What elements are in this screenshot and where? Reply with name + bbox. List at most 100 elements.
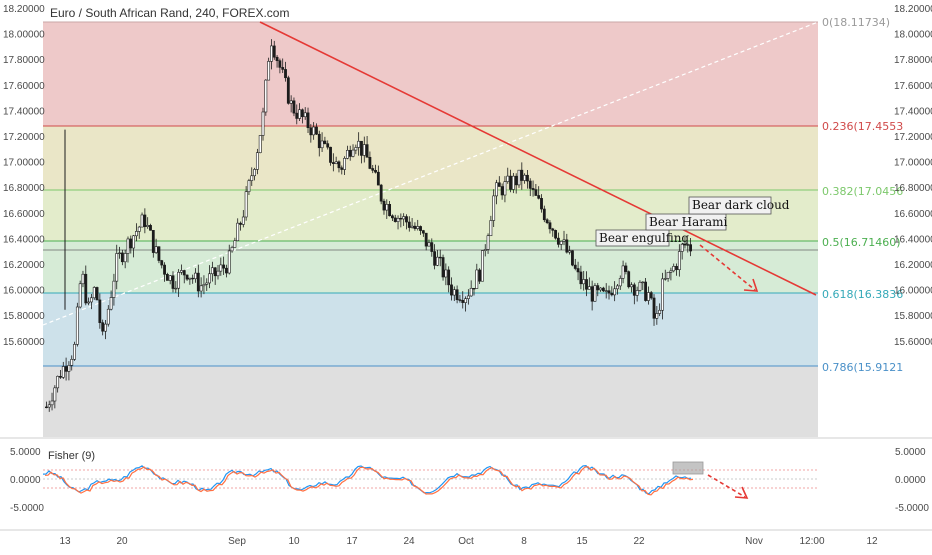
candle-body — [624, 265, 628, 272]
candle-body — [528, 180, 532, 189]
candle-body — [59, 375, 62, 378]
price-tick-left: 16.80000 — [3, 183, 45, 194]
candle-body — [205, 282, 209, 285]
candle-body — [416, 226, 420, 229]
annotation-bear-harami[interactable]: Bear Harami — [645, 213, 728, 231]
candle-body — [413, 225, 417, 229]
price-axis-right[interactable]: 18.20000 18.00000 17.80000 17.60000 17.40000… — [894, 4, 932, 348]
candle-body — [81, 273, 85, 285]
candle-body — [177, 271, 181, 289]
candle-body — [655, 313, 659, 319]
price-tick-right: 15.60000 — [894, 337, 932, 348]
price-tick-left: 17.60000 — [3, 81, 45, 92]
candle-body — [348, 150, 352, 157]
candle-body — [526, 174, 529, 182]
fisher-tick-left: 0.0000 — [10, 475, 41, 486]
fib-band-786-1 — [43, 366, 818, 437]
candle-body — [635, 290, 639, 296]
fisher-trigger-line — [44, 466, 694, 496]
candle-body — [517, 169, 521, 186]
candle-body — [154, 246, 158, 253]
candle-body — [385, 204, 389, 211]
candle-body — [109, 297, 113, 310]
candle-body — [571, 250, 574, 266]
price-tick-right: 16.80000 — [894, 183, 932, 194]
candle-body — [50, 400, 54, 406]
candle-body — [165, 274, 169, 281]
annotation-bear-engulfing[interactable]: Bear engulfing — [595, 229, 689, 247]
candle-body — [478, 269, 482, 282]
candle-body — [295, 112, 299, 119]
candle-body — [374, 170, 377, 173]
candle-body — [452, 289, 456, 296]
time-axis[interactable]: 13 20 Sep 10 17 24 Oct 8 15 22 Nov 12:00 12 — [59, 536, 878, 547]
candle-body — [618, 278, 622, 287]
candle-body — [388, 204, 392, 217]
price-tick-left: 15.60000 — [3, 337, 45, 348]
price-axis-left[interactable]: 18.20000 18.00000 17.80000 17.60000 17.40000… — [3, 4, 45, 348]
candle-body — [222, 264, 226, 269]
candle-body — [483, 249, 487, 251]
candle-body — [362, 144, 366, 156]
time-tick: 24 — [403, 536, 415, 547]
candle-body — [267, 61, 271, 81]
candle-body — [500, 186, 504, 196]
candle-body — [202, 284, 206, 287]
price-tick-right: 18.20000 — [894, 4, 932, 15]
candle-body — [247, 180, 251, 193]
candle-body — [441, 257, 445, 278]
candle-body — [132, 235, 136, 249]
candle-body — [306, 112, 310, 129]
candle-body — [458, 299, 462, 301]
candle-body — [632, 284, 636, 296]
fisher-axis-left[interactable]: 5.0000 0.0000 -5.0000 — [10, 447, 44, 514]
candle-body — [379, 184, 383, 202]
candle-body — [371, 168, 375, 171]
candle-body — [292, 100, 296, 114]
candle-body — [140, 214, 144, 228]
candle-body — [537, 195, 541, 199]
fisher-axis-right[interactable]: 5.0000 0.0000 -5.0000 — [895, 447, 929, 514]
candle-body — [511, 175, 515, 190]
candle-body — [669, 270, 673, 273]
candle-body — [317, 133, 321, 149]
candle-body — [300, 109, 304, 118]
candle-body — [236, 222, 240, 242]
fisher-pane[interactable] — [43, 440, 818, 528]
candle-body — [514, 175, 518, 186]
candle-body — [672, 266, 676, 272]
candlestick-series[interactable] — [44, 39, 692, 412]
fisher-tick-right: 5.0000 — [895, 447, 926, 458]
candle-body — [143, 214, 147, 227]
price-tick-right: 15.80000 — [894, 311, 932, 322]
candle-body — [461, 300, 465, 303]
candle-body — [84, 273, 88, 304]
candle-body — [174, 287, 178, 290]
candle-body — [399, 217, 403, 220]
candle-body — [75, 306, 79, 345]
fib-label-786: 0.786(15.9121 — [822, 361, 903, 374]
trendline[interactable] — [259, 21, 817, 296]
fisher-tick-right: 0.0000 — [895, 475, 926, 486]
candle-body — [78, 283, 82, 308]
candle-body — [481, 250, 484, 282]
time-tick: 20 — [116, 536, 128, 547]
candle-body — [303, 112, 307, 118]
candle-body — [275, 56, 279, 62]
candle-body — [185, 274, 189, 280]
annotation-bear-dark-cloud[interactable]: Bear dark cloud — [688, 196, 790, 215]
candle-body — [450, 284, 453, 296]
candle-body — [562, 239, 566, 242]
candle-body — [106, 308, 110, 325]
candle-body — [73, 344, 76, 360]
candle-body — [579, 271, 583, 285]
fib-band-236-382 — [43, 126, 818, 190]
time-tick: Oct — [458, 536, 474, 547]
candle-body — [689, 244, 692, 252]
candle-body — [149, 225, 152, 231]
candle-body — [360, 140, 363, 156]
candle-body — [573, 264, 577, 269]
candle-body — [213, 267, 217, 277]
